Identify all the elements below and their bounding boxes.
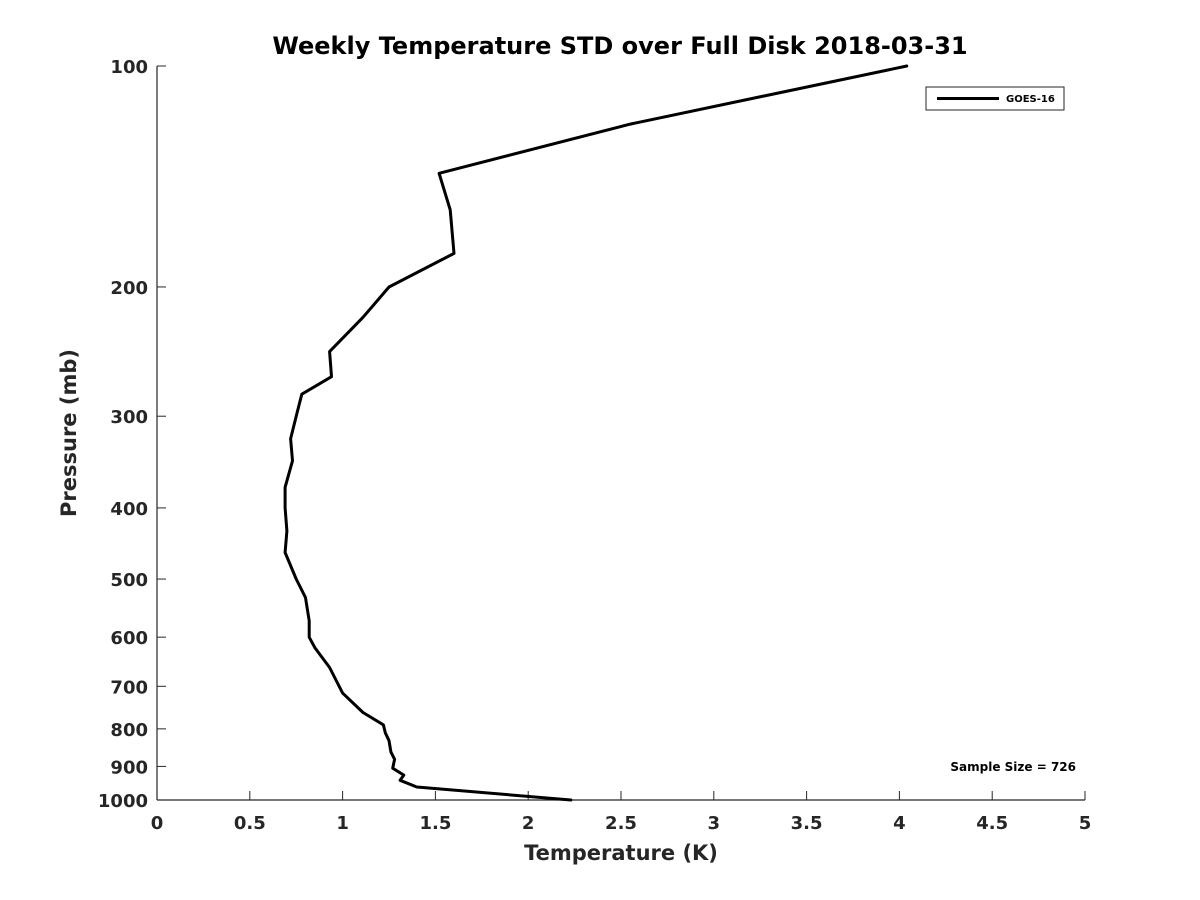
x-tick-label: 4 bbox=[893, 813, 906, 834]
x-axis-label: Temperature (K) bbox=[524, 841, 718, 865]
sample-size-annotation: Sample Size = 726 bbox=[950, 760, 1076, 774]
x-tick-label: 0 bbox=[151, 813, 164, 834]
chart-title: Weekly Temperature STD over Full Disk 20… bbox=[272, 32, 967, 60]
y-tick-label: 900 bbox=[110, 757, 148, 778]
y-tick-label: 600 bbox=[110, 628, 148, 649]
legend: GOES-16 bbox=[925, 86, 1065, 111]
x-tick-label: 0.5 bbox=[234, 813, 266, 834]
x-tick-label: 1.5 bbox=[419, 813, 451, 834]
y-tick-label: 300 bbox=[110, 407, 148, 428]
x-tick-label: 4.5 bbox=[976, 813, 1008, 834]
y-tick-label: 1000 bbox=[98, 791, 148, 812]
x-tick-label: 5 bbox=[1079, 813, 1092, 834]
y-tick-label: 100 bbox=[110, 57, 148, 78]
series-line bbox=[283, 64, 909, 802]
x-tick-label: 3 bbox=[708, 813, 721, 834]
y-ticks: 100 200 300 400 500 600 700 800 900 1000 bbox=[98, 57, 166, 812]
y-tick-label: 200 bbox=[110, 278, 148, 299]
y-axis-label: Pressure (mb) bbox=[57, 349, 81, 517]
series-group bbox=[283, 64, 909, 802]
x-tick-label: 1 bbox=[336, 813, 349, 834]
y-tick-label: 400 bbox=[110, 499, 148, 520]
y-tick-label: 700 bbox=[110, 677, 148, 698]
y-tick-label: 800 bbox=[110, 720, 148, 741]
x-tick-label: 2 bbox=[522, 813, 535, 834]
x-tick-label: 3.5 bbox=[791, 813, 823, 834]
legend-label: GOES-16 bbox=[1006, 94, 1055, 105]
x-tick-label: 2.5 bbox=[605, 813, 637, 834]
x-ticks: 0 0.5 1 1.5 2 2.5 3 3.5 4 4.5 5 bbox=[151, 791, 1092, 834]
y-tick-label: 500 bbox=[110, 570, 148, 591]
axes-frame bbox=[156, 66, 1085, 801]
